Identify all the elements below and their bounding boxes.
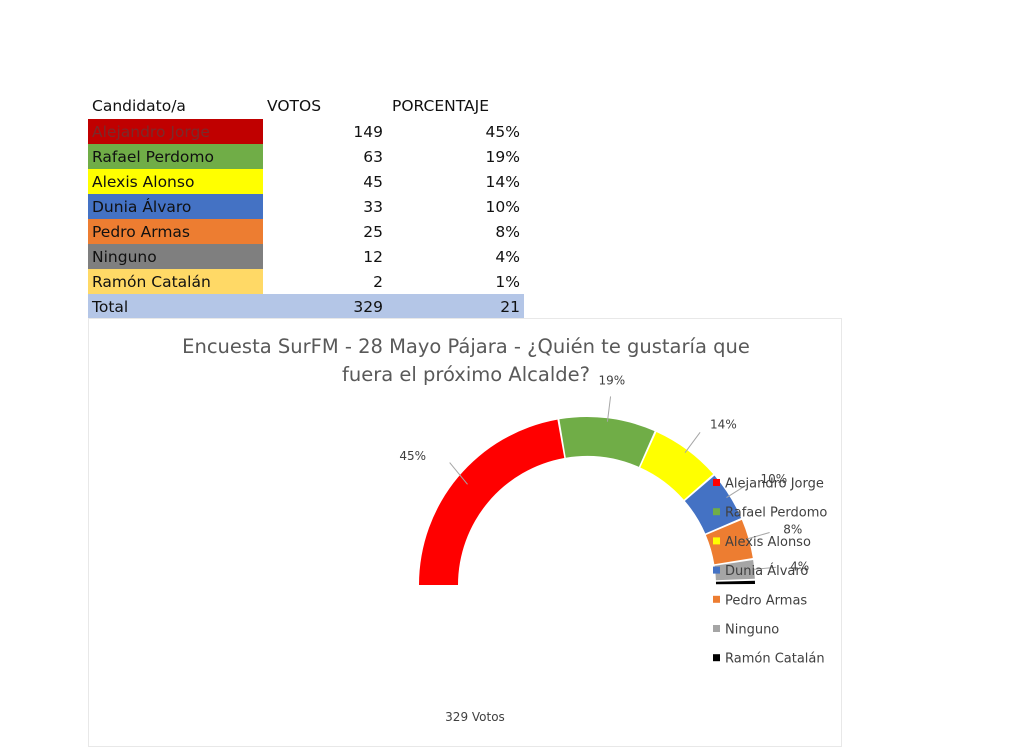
slice-ninguno[interactable] bbox=[714, 559, 755, 581]
leader-line-ninguno bbox=[750, 566, 777, 571]
leader-line-dunia-alvaro bbox=[726, 483, 749, 498]
legend-label-dunia-alvaro: Dunia Álvaro bbox=[725, 563, 808, 579]
legend-swatch-alejandro-jorge bbox=[713, 479, 720, 486]
candidate-name-cell[interactable]: Ramón Catalán bbox=[88, 269, 263, 294]
percentage-cell[interactable]: 10% bbox=[485, 197, 520, 216]
votes-cell[interactable]: 45 bbox=[363, 172, 383, 191]
table-row: Alexis Alonso 45 14% bbox=[88, 169, 524, 194]
percentage-cell[interactable]: 19% bbox=[485, 147, 520, 166]
candidate-name-cell[interactable]: Pedro Armas bbox=[88, 219, 263, 244]
legend-swatch-alexis-alonso bbox=[713, 537, 720, 545]
legend-swatch-dunia-alvaro bbox=[713, 566, 720, 574]
slice-ramon-catalan[interactable] bbox=[715, 580, 755, 585]
table-row: Pedro Armas 25 8% bbox=[88, 219, 524, 244]
votes-cell[interactable]: 12 bbox=[363, 247, 383, 266]
legend-label-ninguno: Ninguno bbox=[725, 623, 779, 638]
leader-line-pedro-armas bbox=[745, 532, 770, 540]
results-table: Candidato/a VOTOS PORCENTAJE Alejandro J… bbox=[88, 93, 524, 319]
candidate-name-cell[interactable]: Dunia Álvaro bbox=[88, 194, 263, 219]
percentage-cell[interactable]: 45% bbox=[485, 122, 520, 141]
percentage-cell[interactable]: 14% bbox=[485, 172, 520, 191]
data-label-rafael-perdomo: 19% bbox=[598, 374, 625, 388]
votes-cell[interactable]: 149 bbox=[353, 122, 383, 141]
slice-alexis-alonso[interactable] bbox=[640, 432, 714, 500]
total-row: Total 329 21 bbox=[88, 294, 524, 319]
votes-cell[interactable]: 2 bbox=[373, 272, 383, 291]
header-votes[interactable]: VOTOS bbox=[267, 97, 322, 115]
legend-label-rafael-perdomo: Rafael Perdomo bbox=[725, 506, 827, 521]
table-row: Alejandro Jorge 149 45% bbox=[88, 119, 524, 144]
table-row: Dunia Álvaro 33 10% bbox=[88, 194, 524, 219]
legend-swatch-rafael-perdomo bbox=[713, 508, 720, 516]
percentage-cell[interactable]: 4% bbox=[495, 247, 520, 266]
slice-pedro-armas[interactable] bbox=[705, 519, 753, 565]
votes-cell[interactable]: 25 bbox=[363, 222, 383, 241]
chart-panel[interactable]: Encuesta SurFM - 28 Mayo Pájara - ¿Quién… bbox=[88, 318, 842, 747]
table-row: Ninguno 12 4% bbox=[88, 244, 524, 269]
data-label-alejandro-jorge: 45% bbox=[399, 449, 426, 463]
percentage-cell[interactable]: 1% bbox=[495, 272, 520, 291]
legend-label-alejandro-jorge: Alejandro Jorge bbox=[725, 477, 824, 492]
candidate-name-cell[interactable]: Alexis Alonso bbox=[88, 169, 263, 194]
slice-alejandro-jorge[interactable] bbox=[419, 419, 565, 585]
data-label-dunia-alvaro: 10% bbox=[760, 472, 787, 486]
leader-line-alexis-alonso bbox=[684, 432, 701, 454]
table-row: Ramón Catalán 2 1% bbox=[88, 269, 524, 294]
percentage-cell[interactable]: 8% bbox=[495, 222, 520, 241]
header-percentage[interactable]: PORCENTAJE bbox=[392, 97, 489, 115]
table-row: Rafael Perdomo 63 19% bbox=[88, 144, 524, 169]
candidate-name-cell[interactable]: Rafael Perdomo bbox=[88, 144, 263, 169]
chart-data-labels: 45% 19% 14% 10% 8% 4% bbox=[399, 374, 809, 574]
table-header-row: Candidato/a VOTOS PORCENTAJE bbox=[88, 93, 524, 119]
legend-swatch-ramon-catalan bbox=[713, 654, 720, 662]
legend-swatch-ninguno bbox=[713, 625, 720, 632]
leader-line-alejandro-jorge bbox=[449, 462, 468, 485]
chart-title-line-1: Encuesta SurFM - 28 Mayo Pájara - ¿Quién… bbox=[182, 335, 750, 358]
legend-label-pedro-armas: Pedro Armas bbox=[725, 593, 807, 608]
data-label-alexis-alonso: 14% bbox=[710, 417, 737, 431]
total-votes-cell[interactable]: 329 bbox=[263, 294, 387, 319]
candidate-name-cell[interactable]: Alejandro Jorge bbox=[88, 119, 263, 144]
data-label-ninguno: 4% bbox=[790, 559, 809, 573]
chart-legend: Alejandro Jorge Rafael Perdomo Alexis Alon… bbox=[713, 477, 827, 667]
header-candidate[interactable]: Candidato/a bbox=[92, 97, 186, 115]
data-label-pedro-armas: 8% bbox=[783, 523, 802, 537]
votes-cell[interactable]: 63 bbox=[363, 147, 383, 166]
candidate-name-cell[interactable]: Ninguno bbox=[88, 244, 263, 269]
leader-line-rafael-perdomo bbox=[606, 396, 612, 422]
total-label-cell[interactable]: Total bbox=[88, 294, 263, 319]
slice-rafael-perdomo[interactable] bbox=[559, 417, 655, 467]
votes-cell[interactable]: 33 bbox=[363, 197, 383, 216]
legend-swatch-pedro-armas bbox=[713, 595, 720, 603]
legend-label-alexis-alonso: Alexis Alonso bbox=[725, 535, 811, 550]
votes-footer: 329 Votos bbox=[445, 710, 505, 724]
chart-slices bbox=[419, 417, 755, 585]
half-doughnut-chart: Encuesta SurFM - 28 Mayo Pájara - ¿Quién… bbox=[182, 335, 827, 724]
total-percentage-cell[interactable]: 21 bbox=[387, 294, 524, 319]
legend-label-ramon-catalan: Ramón Catalán bbox=[725, 652, 825, 667]
slice-dunia-alvaro[interactable] bbox=[684, 475, 742, 534]
chart-title-line-2: fuera el próximo Alcalde? bbox=[342, 363, 590, 386]
